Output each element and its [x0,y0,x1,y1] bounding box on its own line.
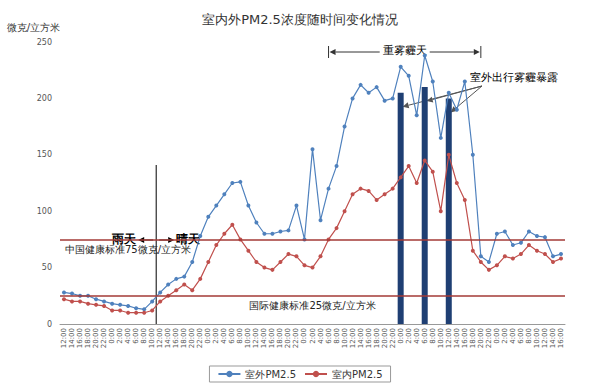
svg-text:16:00: 16:00 [76,328,84,348]
svg-text:14:00: 14:00 [260,328,268,348]
svg-text:室外出行雾霾暴露: 室外出行雾霾暴露 [470,71,558,84]
svg-text:0: 0 [47,320,52,329]
svg-text:2:00: 2:00 [212,328,220,344]
svg-text:16:00: 16:00 [365,328,373,348]
svg-text:4:00: 4:00 [509,328,517,344]
svg-text:10:00: 10:00 [437,328,445,348]
svg-text:4:00: 4:00 [124,328,132,344]
svg-text:0:00: 0:00 [108,328,116,344]
svg-text:10:00: 10:00 [341,328,349,348]
svg-text:14:00: 14:00 [453,328,461,348]
svg-text:室内PM2.5: 室内PM2.5 [332,369,383,380]
svg-text:8:00: 8:00 [333,328,341,344]
svg-text:12:00: 12:00 [156,328,164,348]
svg-text:4:00: 4:00 [413,328,421,344]
svg-text:4:00: 4:00 [220,328,228,344]
svg-text:22:00: 22:00 [485,328,493,348]
svg-text:20:00: 20:00 [477,328,485,348]
svg-text:200: 200 [37,94,52,103]
svg-text:8:00: 8:00 [429,328,437,344]
svg-text:12:00: 12:00 [349,328,357,348]
svg-text:0:00: 0:00 [397,328,405,344]
svg-text:14:00: 14:00 [357,328,365,348]
svg-text:0:00: 0:00 [300,328,308,344]
svg-text:重雾霾天: 重雾霾天 [383,44,427,57]
svg-text:16:00: 16:00 [557,328,565,348]
svg-text:18:00: 18:00 [276,328,284,348]
svg-text:14:00: 14:00 [164,328,172,348]
svg-text:100: 100 [37,207,52,216]
svg-text:20:00: 20:00 [92,328,100,348]
svg-text:250: 250 [37,38,52,47]
svg-text:雨天: 雨天 [112,232,137,246]
svg-text:2:00: 2:00 [309,328,317,344]
svg-text:20:00: 20:00 [188,328,196,348]
svg-text:16:00: 16:00 [268,328,276,348]
svg-text:晴天: 晴天 [176,232,201,246]
svg-text:6:00: 6:00 [421,328,429,344]
svg-text:8:00: 8:00 [525,328,533,344]
svg-text:国际健康标准25微克/立方米: 国际健康标准25微克/立方米 [249,300,375,311]
svg-text:50: 50 [42,263,52,272]
svg-text:2:00: 2:00 [501,328,509,344]
svg-text:18:00: 18:00 [180,328,188,348]
svg-text:10:00: 10:00 [148,328,156,348]
svg-text:8:00: 8:00 [236,328,244,344]
svg-text:12:00: 12:00 [445,328,453,348]
svg-text:6:00: 6:00 [325,328,333,344]
svg-text:中国健康标准75微克/立方米: 中国健康标准75微克/立方米 [65,244,191,255]
svg-text:16:00: 16:00 [172,328,180,348]
svg-text:6:00: 6:00 [517,328,525,344]
svg-text:12:00: 12:00 [60,328,68,348]
svg-text:10:00: 10:00 [244,328,252,348]
svg-text:22:00: 22:00 [196,328,204,348]
svg-text:室外PM2.5: 室外PM2.5 [245,369,296,380]
svg-text:2:00: 2:00 [405,328,413,344]
svg-text:12:00: 12:00 [541,328,549,348]
svg-text:12:00: 12:00 [252,328,260,348]
svg-text:150: 150 [37,150,52,159]
svg-text:6:00: 6:00 [228,328,236,344]
svg-text:6:00: 6:00 [132,328,140,344]
svg-text:18:00: 18:00 [373,328,381,348]
svg-text:14:00: 14:00 [68,328,76,348]
svg-text:18:00: 18:00 [469,328,477,348]
svg-text:4:00: 4:00 [317,328,325,344]
svg-text:14:00: 14:00 [549,328,557,348]
svg-text:22:00: 22:00 [389,328,397,348]
svg-text:0:00: 0:00 [493,328,501,344]
svg-text:微克/立方米: 微克/立方米 [7,22,60,33]
svg-text:20:00: 20:00 [284,328,292,348]
svg-text:18:00: 18:00 [84,328,92,348]
svg-text:室内外PM2.5浓度随时间变化情况: 室内外PM2.5浓度随时间变化情况 [202,12,398,27]
svg-text:10:00: 10:00 [533,328,541,348]
svg-text:0:00: 0:00 [204,328,212,344]
svg-text:22:00: 22:00 [292,328,300,348]
svg-text:20:00: 20:00 [381,328,389,348]
svg-text:2:00: 2:00 [116,328,124,344]
svg-text:16:00: 16:00 [461,328,469,348]
svg-text:22:00: 22:00 [100,328,108,348]
svg-text:8:00: 8:00 [140,328,148,344]
